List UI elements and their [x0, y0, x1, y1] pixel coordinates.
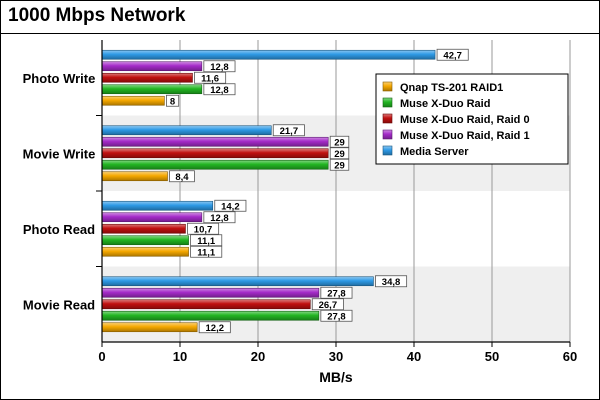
data-label: 10,7 — [194, 224, 213, 235]
data-label-box — [311, 298, 344, 311]
data-label-box — [194, 71, 227, 84]
data-label: 42,7 — [443, 50, 462, 61]
bar — [101, 84, 203, 95]
bar — [101, 171, 168, 182]
data-label-box — [375, 275, 408, 288]
bar — [101, 223, 186, 234]
chart-title: 1000 Mbps Network — [8, 5, 186, 26]
data-label-box — [329, 135, 350, 148]
data-label: 27,8 — [327, 288, 346, 299]
x-tick-label: 50 — [485, 349, 499, 364]
legend-label: Muse X-Duo Raid — [400, 98, 490, 110]
data-label: 12,8 — [210, 62, 229, 73]
bar — [101, 95, 165, 106]
data-label-box — [329, 147, 350, 160]
bar — [101, 246, 189, 257]
bar — [101, 49, 436, 60]
legend-label: Muse X-Duo Raid, Raid 0 — [400, 114, 530, 126]
data-label-box — [203, 60, 236, 73]
x-tick-label: 60 — [563, 349, 577, 364]
data-label-box — [436, 48, 469, 61]
x-tick-label: 0 — [98, 349, 105, 364]
bar — [101, 276, 374, 287]
legend-label: Qnap TS-201 RAID1 — [400, 82, 503, 94]
bar — [101, 72, 193, 83]
category-label: Photo Write — [23, 71, 96, 86]
data-label-box — [203, 211, 236, 224]
data-label-box — [320, 309, 353, 322]
bar — [101, 310, 320, 321]
data-label: 27,8 — [327, 311, 346, 322]
legend-swatch — [382, 113, 393, 124]
data-label-box — [190, 234, 223, 247]
x-tick-label: 20 — [251, 349, 265, 364]
data-label: 12,2 — [206, 323, 225, 334]
title-bar: 1000 Mbps Network — [1, 1, 599, 34]
data-label-box — [187, 222, 220, 235]
legend-swatch — [382, 129, 393, 140]
x-tick-label: 40 — [407, 349, 421, 364]
data-label: 8 — [170, 96, 175, 107]
bar — [101, 299, 311, 310]
bar — [101, 287, 320, 298]
data-label: 11,1 — [197, 247, 216, 258]
bar — [101, 235, 189, 246]
data-label: 34,8 — [382, 277, 401, 288]
data-label-box — [214, 199, 247, 212]
x-tick-label: 10 — [173, 349, 187, 364]
bar — [101, 200, 214, 211]
x-axis-title: MB/s — [319, 369, 353, 385]
data-label-box — [190, 245, 223, 258]
data-label-box — [329, 158, 350, 171]
x-tick-label: 30 — [329, 349, 343, 364]
data-label-box — [272, 124, 305, 137]
data-label: 14,2 — [221, 201, 240, 212]
bar — [101, 212, 203, 223]
legend-box — [375, 73, 569, 165]
data-label: 11,1 — [197, 236, 216, 247]
data-label: 11,6 — [201, 73, 219, 84]
legend-swatch — [382, 97, 393, 108]
category-label: Movie Write — [23, 146, 96, 161]
data-label: 12,8 — [210, 213, 229, 224]
data-label: 8,4 — [175, 172, 189, 183]
legend-swatch — [382, 81, 393, 92]
data-label-box — [169, 170, 195, 183]
bar — [101, 125, 272, 136]
bar — [101, 61, 203, 72]
bar — [101, 136, 329, 147]
data-label: 29 — [334, 137, 345, 148]
data-label: 29 — [334, 160, 345, 171]
data-label: 29 — [334, 149, 345, 160]
bar — [101, 148, 329, 159]
data-label-box — [320, 286, 353, 299]
category-label: Photo Read — [23, 222, 95, 237]
legend-label: Muse X-Duo Raid, Raid 1 — [400, 130, 530, 142]
data-label-box — [203, 83, 236, 96]
bar — [101, 322, 198, 333]
data-label: 12,8 — [210, 85, 229, 96]
data-label: 26,7 — [319, 300, 338, 311]
legend-label: Media Server — [400, 146, 469, 158]
data-label-box — [198, 321, 231, 334]
data-label-box — [165, 94, 180, 107]
bar — [101, 159, 329, 170]
legend-swatch — [382, 145, 393, 156]
category-label: Movie Read — [23, 297, 95, 312]
data-label: 21,7 — [280, 126, 299, 137]
